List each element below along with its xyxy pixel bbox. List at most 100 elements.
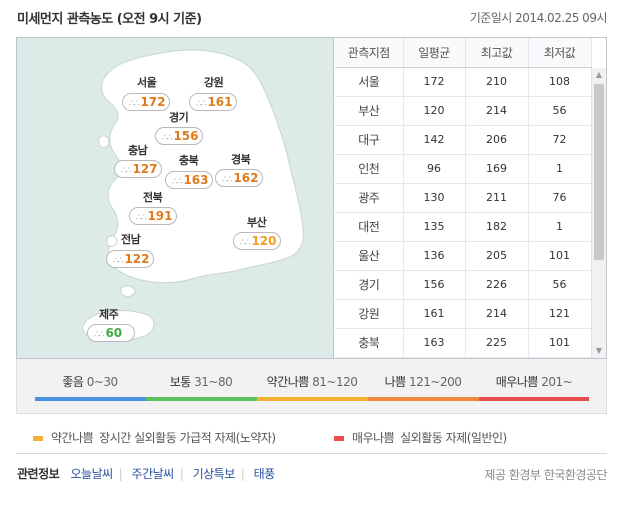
max-cell: 211 — [465, 183, 529, 213]
min-cell: 108 — [528, 67, 592, 97]
region-badge-seoul[interactable]: ∴∴ 172 — [122, 93, 170, 111]
region-name-jeonbuk: 전북 — [143, 191, 163, 204]
dust-icon: ∴∴ — [162, 133, 173, 143]
station-cell: 대구 — [335, 125, 404, 155]
max-cell: 226 — [465, 270, 529, 300]
station-cell: 충북 — [335, 328, 404, 358]
header: 미세먼지 관측농도 (오전 9시 기준) 기준일시 2014.02.25 09시 — [17, 8, 608, 28]
region-name-gangwon: 강원 — [204, 76, 224, 89]
legend-item-very-bad: 매우나쁨 201~ — [495, 375, 573, 389]
region-name-busan: 부산 — [247, 216, 267, 229]
avg-cell: 172 — [403, 67, 466, 97]
min-cell: 101 — [528, 328, 592, 358]
note-very-bad: 매우나쁨 실외활동 자제(일반인) — [334, 429, 507, 446]
min-cell: 101 — [528, 241, 592, 271]
col-header-station: 관측지점 — [335, 38, 404, 68]
link-weekly-weather[interactable]: 주간날씨 — [131, 467, 175, 481]
page-title: 미세먼지 관측농도 (오전 9시 기준) — [17, 12, 202, 27]
observation-table-wrap: 관측지점 일평균 최고값 최저값 서울 172 210 108 부산 120 214 56 … — [335, 38, 606, 358]
legend-bar-good — [35, 397, 146, 401]
legend-bar-slightly-bad — [257, 397, 368, 401]
link-typhoon[interactable]: 태풍 — [253, 467, 276, 481]
max-cell: 214 — [465, 96, 529, 126]
observation-table: 관측지점 일평균 최고값 최저값 서울 172 210 108 부산 120 214 56 … — [335, 38, 592, 358]
avg-cell: 136 — [403, 241, 466, 271]
note-swatch-very-bad — [334, 436, 344, 441]
legend-item-bad: 나쁨 121~200 — [384, 375, 462, 389]
region-name-gyeongbuk: 경북 — [231, 153, 251, 166]
dust-icon: ∴∴ — [172, 177, 183, 187]
table-row: 강원 161 214 121 — [335, 299, 592, 329]
timestamp: 기준일시 2014.02.25 09시 — [469, 11, 608, 25]
region-name-jeju: 제주 — [99, 308, 119, 321]
region-name-gyeonggi: 경기 — [169, 111, 189, 124]
dust-icon: ∴∴ — [196, 99, 207, 109]
scroll-down-icon[interactable]: ▼ — [595, 346, 603, 355]
col-header-daily-avg: 일평균 — [403, 38, 466, 68]
region-badge-jeonnam[interactable]: ∴∴ 122 — [106, 250, 154, 268]
region-badge-chungnam[interactable]: ∴∴ 127 — [114, 160, 162, 178]
footer: 관련정보 오늘날씨 | 주간날씨 | 기상특보 | 태풍 제공 환경부 한국환경공단 — [16, 453, 607, 493]
dust-icon: ∴∴ — [240, 238, 251, 248]
link-weather-warning[interactable]: 기상특보 — [192, 467, 236, 481]
dust-icon: ∴∴ — [129, 99, 140, 109]
scroll-up-icon[interactable]: ▲ — [595, 70, 603, 79]
table-row: 대전 135 182 1 — [335, 212, 592, 242]
region-badge-gangwon[interactable]: ∴∴ 161 — [189, 93, 237, 111]
min-cell: 72 — [528, 125, 592, 155]
region-name-jeonnam: 전남 — [121, 233, 141, 246]
station-cell: 강원 — [335, 299, 404, 329]
table-header-row: 관측지점 일평균 최고값 최저값 — [335, 38, 592, 68]
table-row: 충북 163 225 101 — [335, 328, 592, 358]
dust-icon: ∴∴ — [113, 256, 124, 266]
legend-item-moderate: 보통 31~80 — [169, 375, 233, 389]
related-info: 관련정보 오늘날씨 | 주간날씨 | 기상특보 | 태풍 — [17, 467, 276, 481]
region-name-chungbuk: 충북 — [179, 154, 199, 167]
scroll-thumb[interactable] — [594, 84, 604, 260]
legend-item-good: 좋음 0~30 — [62, 375, 118, 389]
min-cell: 1 — [528, 154, 592, 184]
table-row: 경기 156 226 56 — [335, 270, 592, 300]
max-cell: 206 — [465, 125, 529, 155]
table-row: 인천 96 169 1 — [335, 154, 592, 184]
max-cell: 205 — [465, 241, 529, 271]
region-badge-gyeonggi[interactable]: ∴∴ 156 — [155, 127, 203, 145]
col-header-min: 최저값 — [528, 38, 592, 68]
region-badge-jeju[interactable]: ∴∴ 60 — [87, 324, 135, 342]
avg-cell: 156 — [403, 270, 466, 300]
col-header-max: 최고값 — [465, 38, 529, 68]
station-cell: 광주 — [335, 183, 404, 213]
max-cell: 182 — [465, 212, 529, 242]
station-cell: 울산 — [335, 241, 404, 271]
region-badge-jeonbuk[interactable]: ∴∴ 191 — [129, 207, 177, 225]
region-name-seoul: 서울 — [137, 76, 157, 89]
max-cell: 210 — [465, 67, 529, 97]
related-label: 관련정보 — [17, 467, 60, 481]
station-cell: 부산 — [335, 96, 404, 126]
avg-cell: 161 — [403, 299, 466, 329]
avg-cell: 120 — [403, 96, 466, 126]
legend-bar-moderate — [146, 397, 257, 401]
table-row: 광주 130 211 76 — [335, 183, 592, 213]
region-badge-gyeongbuk[interactable]: ∴∴ 162 — [215, 169, 263, 187]
region-badge-chungbuk[interactable]: ∴∴ 163 — [165, 171, 213, 189]
max-cell: 225 — [465, 328, 529, 358]
legend: 좋음 0~30 보통 31~80 약간나쁨 81~120 나쁨 121~200 … — [16, 359, 607, 414]
dust-icon: ∴∴ — [222, 175, 233, 185]
table-row: 울산 136 205 101 — [335, 241, 592, 271]
avg-cell: 163 — [403, 328, 466, 358]
dust-icon: ∴∴ — [94, 330, 105, 340]
station-cell: 경기 — [335, 270, 404, 300]
avg-cell: 142 — [403, 125, 466, 155]
min-cell: 1 — [528, 212, 592, 242]
table-scrollbar[interactable]: ▲ ▼ — [591, 68, 606, 358]
table-row: 부산 120 214 56 — [335, 96, 592, 126]
legend-bar-bad — [368, 397, 479, 401]
korea-land-shape — [82, 49, 304, 341]
link-today-weather[interactable]: 오늘날씨 — [70, 467, 114, 481]
station-cell: 인천 — [335, 154, 404, 184]
legend-item-slightly-bad: 약간나쁨 81~120 — [266, 375, 358, 389]
region-badge-busan[interactable]: ∴∴ 120 — [233, 232, 281, 250]
legend-bar-very-bad — [479, 397, 589, 401]
avg-cell: 130 — [403, 183, 466, 213]
